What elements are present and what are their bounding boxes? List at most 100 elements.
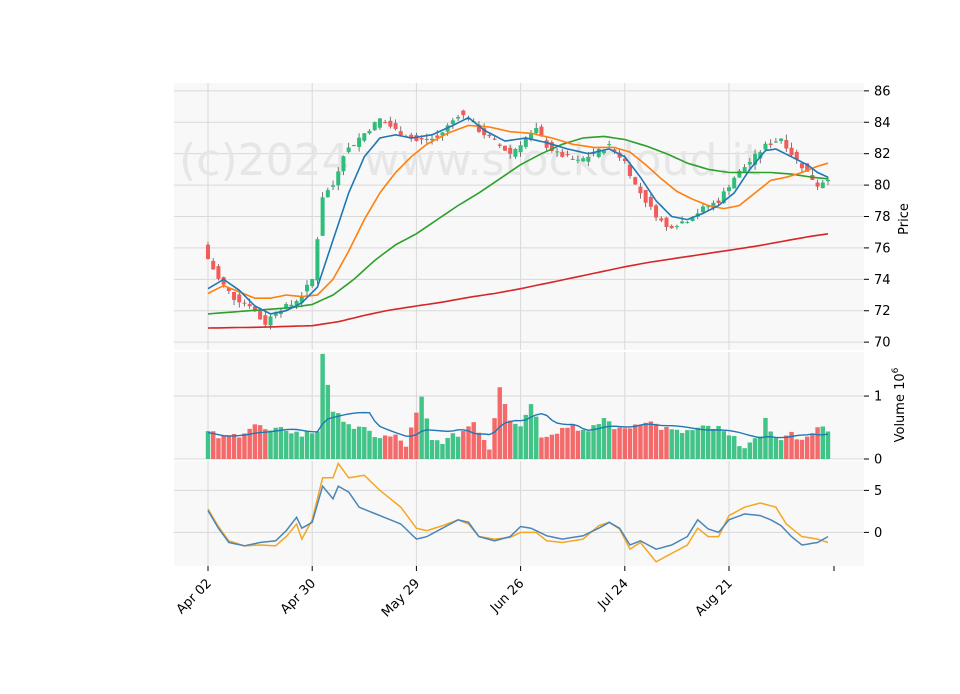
volume-bar (732, 436, 737, 459)
volume-bar (461, 430, 466, 459)
candle-body (654, 205, 659, 218)
price-series (206, 109, 830, 330)
candle-body (435, 135, 440, 138)
candle-body (549, 142, 554, 151)
volume-bar (544, 436, 549, 459)
x-tick-label: May 29 (379, 576, 423, 620)
watermark: (c)2024 www.stockcloud.it (179, 135, 761, 186)
candle-body (779, 138, 784, 142)
candle-body (216, 266, 221, 279)
volume-bar (799, 439, 805, 459)
candle-body (523, 137, 528, 147)
candle-body (320, 197, 325, 236)
candle-body (711, 202, 716, 208)
candle-body (284, 304, 289, 308)
candle-body (601, 150, 606, 154)
volume-bar (518, 426, 523, 459)
volume-bar (351, 428, 357, 459)
volume-axis-label: Volume 106 (891, 367, 908, 442)
candle-body (628, 164, 633, 177)
candle-body (497, 144, 502, 146)
candle-body (211, 260, 216, 270)
candle-body (388, 120, 393, 127)
candle-body (346, 147, 351, 153)
price-tick-label: 72 (874, 304, 891, 319)
volume-bar (580, 429, 586, 459)
x-tick-label: Jun 26 (487, 576, 527, 616)
ma-fast-line (207, 116, 829, 315)
volume-bar (575, 430, 581, 459)
volume-bar (221, 435, 226, 459)
volume-bar (523, 414, 529, 459)
volume-bar (507, 420, 513, 459)
candle-body (221, 277, 226, 285)
candle-body (362, 133, 367, 141)
volume-tick-label: 0 (874, 453, 882, 468)
volume-bar (716, 425, 721, 459)
candle-body (247, 304, 252, 307)
volume-bar (382, 435, 388, 459)
candle-body (383, 122, 388, 124)
candle-body (424, 138, 429, 140)
candle-body (487, 134, 492, 137)
volume-bar (231, 433, 237, 459)
volume-bar (367, 430, 372, 459)
volume-bar (674, 429, 680, 459)
volume-bar (450, 433, 456, 459)
volume-bar (659, 429, 664, 459)
candle-body (820, 182, 825, 189)
volume-bar (268, 430, 273, 459)
volume-bar (820, 426, 826, 459)
candle-body (706, 206, 711, 208)
candle-body (508, 147, 513, 154)
price-tick-label: 78 (874, 210, 891, 225)
candle-body (294, 301, 299, 305)
candle-body (789, 147, 794, 156)
oscillator-tick-label: 5 (874, 484, 882, 499)
volume-bar (606, 421, 612, 459)
volume-bar (278, 427, 284, 459)
volume-bar (304, 431, 310, 459)
candle-body (544, 140, 549, 148)
price-tick-label: 76 (874, 241, 891, 256)
volume-bar (591, 425, 596, 459)
candle-body (758, 152, 763, 159)
volume-bar (742, 448, 747, 459)
volume-bar (617, 427, 622, 459)
candle-body (633, 177, 638, 185)
volume-bar (210, 431, 216, 459)
candle-body (299, 296, 304, 303)
candle-body (430, 138, 435, 141)
volume-bar (377, 438, 383, 459)
x-tick-label: Jul 24 (595, 576, 632, 613)
volume-bar (685, 430, 690, 459)
candle-body (482, 128, 487, 136)
volume-bar (481, 439, 487, 459)
volume-bar (362, 427, 367, 459)
candle-body (461, 110, 466, 116)
volume-bar (315, 431, 320, 459)
candle-body (716, 200, 721, 203)
volume-bar (346, 424, 351, 459)
candle-body (753, 153, 758, 165)
candle-body (737, 170, 742, 178)
oscillator-series (207, 461, 829, 563)
volume-bar (633, 424, 638, 459)
candle-body (680, 221, 685, 224)
volume-bar (601, 418, 607, 459)
volume-bar (429, 439, 435, 459)
candle-body (643, 190, 648, 203)
candle-body (315, 239, 320, 281)
volume-bar (705, 425, 711, 459)
candle-body (815, 182, 820, 187)
candle-body (539, 126, 544, 137)
volume-bar (325, 384, 331, 459)
candle-body (502, 145, 507, 151)
volume-bar (414, 412, 419, 459)
candle-body (773, 141, 778, 143)
candle-body (377, 118, 382, 128)
volume-bar (237, 437, 242, 459)
volume-bar (534, 416, 539, 459)
ma-long-line (207, 233, 829, 329)
volume-ma-line (207, 411, 829, 439)
